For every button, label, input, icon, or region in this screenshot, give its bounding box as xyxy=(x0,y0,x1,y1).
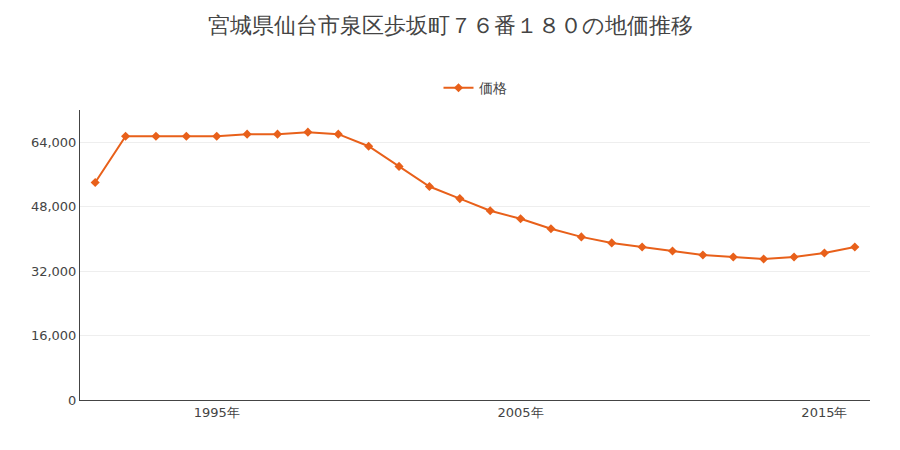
svg-text:0: 0 xyxy=(68,393,76,408)
svg-text:48,000: 48,000 xyxy=(31,199,77,214)
svg-text:32,000: 32,000 xyxy=(31,264,77,279)
svg-text:宮城県仙台市泉区歩坂町７６番１８０の地価推移: 宮城県仙台市泉区歩坂町７６番１８０の地価推移 xyxy=(208,13,693,38)
svg-text:1995年: 1995年 xyxy=(194,405,240,420)
svg-text:価格: 価格 xyxy=(479,80,507,96)
svg-text:2015年: 2015年 xyxy=(801,405,847,420)
svg-text:2005年: 2005年 xyxy=(498,405,544,420)
svg-text:64,000: 64,000 xyxy=(31,135,77,150)
svg-text:16,000: 16,000 xyxy=(31,328,77,343)
